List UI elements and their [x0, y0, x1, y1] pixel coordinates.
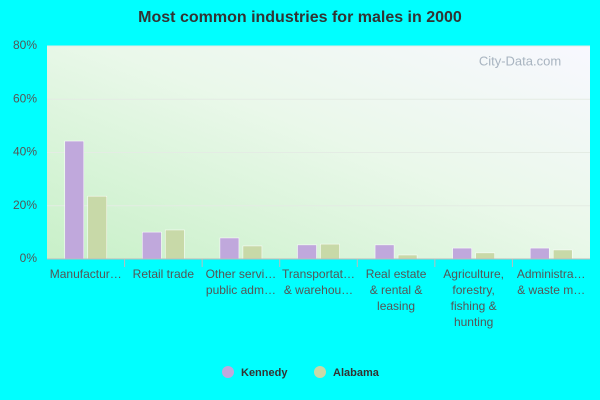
- bar: [529, 247, 550, 260]
- bar: [397, 254, 418, 260]
- bar: [142, 231, 162, 260]
- bar: [475, 252, 495, 260]
- bar: [320, 243, 340, 260]
- chart-title: Most common industries for males in 2000: [138, 9, 462, 26]
- bar: [64, 140, 85, 260]
- y-tick-label: 80%: [13, 38, 37, 52]
- legend-label: Alabama: [333, 367, 380, 379]
- legend-label: Kennedy: [241, 367, 288, 379]
- bar: [452, 247, 472, 260]
- x-tick-label: Administra… & waste m…: [517, 267, 586, 297]
- x-tick-label: Transportat… & warehou…: [282, 267, 355, 297]
- y-tick-label: 60%: [13, 91, 37, 105]
- bar: [242, 245, 263, 260]
- watermark: City-Data.com: [479, 53, 561, 68]
- bar: [165, 229, 185, 260]
- bar: [87, 195, 108, 260]
- x-tick-label: Retail trade: [133, 267, 195, 281]
- x-tick-label: Manufactur…: [50, 267, 122, 281]
- x-tick-label: Agriculture, forestry, fishing & hunting: [443, 267, 504, 329]
- x-tick-label: Other servi… public adm…: [206, 267, 277, 297]
- legend-marker: [222, 366, 234, 378]
- legend-marker: [314, 366, 326, 378]
- bar: [219, 237, 240, 260]
- y-tick-label: 20%: [13, 198, 37, 212]
- y-tick-label: 40%: [13, 145, 37, 159]
- bar: [297, 244, 317, 260]
- bar: [552, 249, 573, 260]
- y-tick-label: 0%: [20, 251, 38, 265]
- bar: [374, 244, 395, 260]
- x-tick-label: Real estate & rental & leasing: [366, 267, 427, 313]
